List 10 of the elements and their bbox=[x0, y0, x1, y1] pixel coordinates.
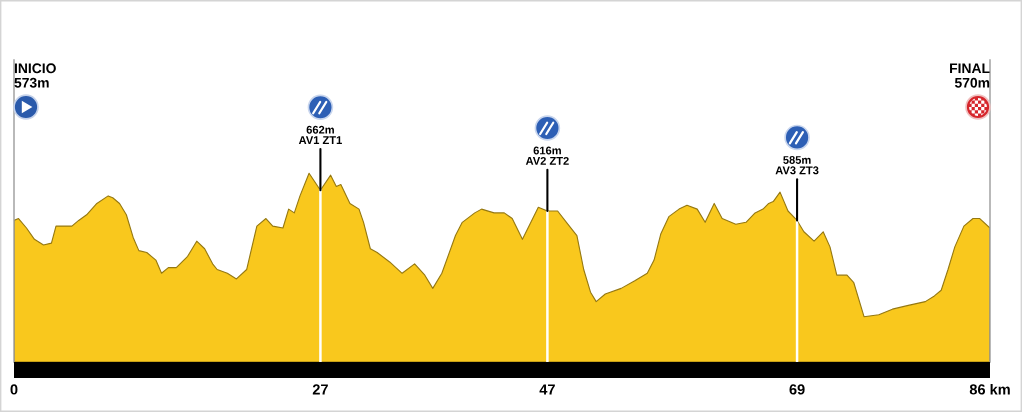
x-tick-label: 27 bbox=[312, 384, 328, 395]
x-tick-label: 0 bbox=[10, 384, 18, 395]
annotation: 616m AV2 ZT2 bbox=[525, 146, 569, 165]
annotation: 585m AV3 ZT3 bbox=[775, 156, 819, 175]
x-tick-label: 86 km bbox=[969, 383, 1010, 395]
text: INICIO 573m bbox=[14, 63, 56, 88]
text: FINAL 570m bbox=[950, 63, 990, 88]
x-tick-label: 47 bbox=[539, 384, 555, 395]
x-tick-label: 69 bbox=[789, 384, 805, 395]
annotation: 662m AV1 ZT1 bbox=[298, 125, 342, 144]
